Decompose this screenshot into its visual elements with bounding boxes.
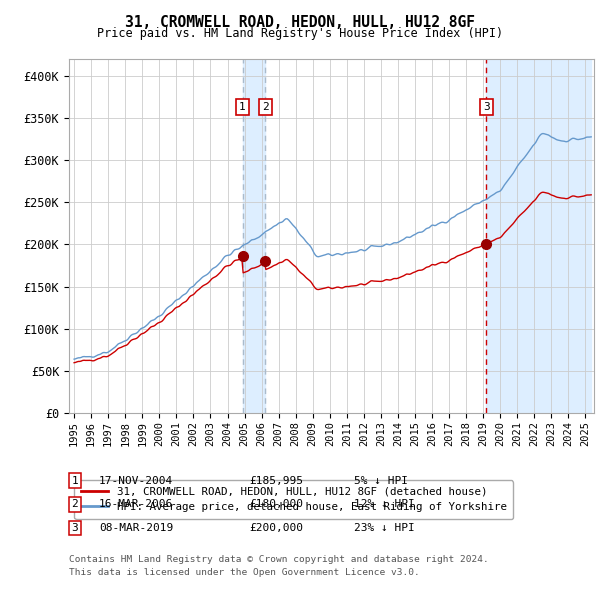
Text: 3: 3 [483,102,490,112]
Text: £180,000: £180,000 [249,500,303,509]
Text: Price paid vs. HM Land Registry's House Price Index (HPI): Price paid vs. HM Land Registry's House … [97,27,503,40]
Text: 3: 3 [71,523,79,533]
Text: 1: 1 [71,476,79,486]
Bar [242,59,265,413]
Bar [487,59,590,413]
Text: This data is licensed under the Open Government Licence v3.0.: This data is licensed under the Open Gov… [69,568,420,576]
Legend: 31, CROMWELL ROAD, HEDON, HULL, HU12 8GF (detached house), HPI: Average price, d: 31, CROMWELL ROAD, HEDON, HULL, HU12 8GF… [74,480,513,519]
Text: £200,000: £200,000 [249,523,303,533]
Text: 23% ↓ HPI: 23% ↓ HPI [354,523,415,533]
Text: 16-MAR-2006: 16-MAR-2006 [99,500,173,509]
Text: 2: 2 [71,500,79,509]
Text: 12% ↓ HPI: 12% ↓ HPI [354,500,415,509]
Text: 5% ↓ HPI: 5% ↓ HPI [354,476,408,486]
Text: 1: 1 [239,102,246,112]
Text: 17-NOV-2004: 17-NOV-2004 [99,476,173,486]
Text: Contains HM Land Registry data © Crown copyright and database right 2024.: Contains HM Land Registry data © Crown c… [69,555,489,563]
Text: 08-MAR-2019: 08-MAR-2019 [99,523,173,533]
Text: £185,995: £185,995 [249,476,303,486]
Text: 31, CROMWELL ROAD, HEDON, HULL, HU12 8GF: 31, CROMWELL ROAD, HEDON, HULL, HU12 8GF [125,15,475,30]
Text: 2: 2 [262,102,269,112]
